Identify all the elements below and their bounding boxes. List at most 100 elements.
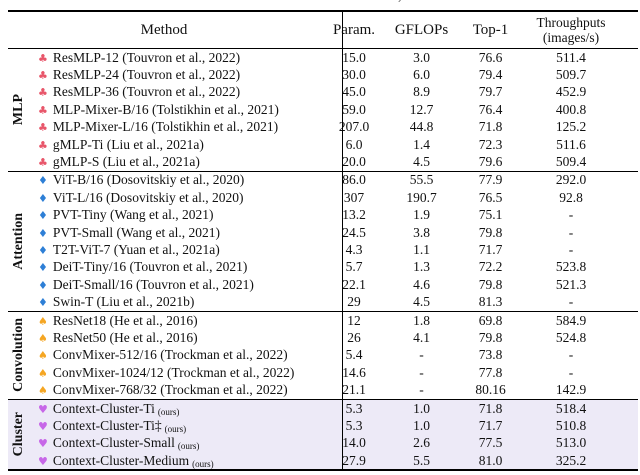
- cell-top1: 72.2: [478, 259, 503, 275]
- table-row: ♦ T2T-ViT-7 (Yuan et al., 2021a) 4.3 1.1 71.…: [30, 241, 616, 258]
- table-row: ♦ Swin-T (Liu et al., 2021b) 29 4.5 81.3 -: [30, 293, 616, 310]
- cell-gflops: 4.5: [413, 154, 430, 170]
- cell-param: 29: [347, 294, 361, 310]
- method-cell: ♠ ConvMixer-768/32 (Trockman et al., 2022…: [30, 382, 320, 398]
- cell-param: 26: [347, 329, 361, 345]
- table-row: ♣ ResMLP-36 (Touvron et al., 2022) 45.0 8.9…: [30, 84, 616, 101]
- method-cell: ♣ ResMLP-12 (Touvron et al., 2022): [30, 50, 320, 66]
- cell-throughput: -: [568, 347, 574, 363]
- heart-icon: ♥: [38, 437, 48, 451]
- cell-gflops: 8.9: [413, 84, 430, 100]
- method-name: Context-Cluster-Ti: [52, 400, 155, 416]
- method-name: ResMLP-36 (Touvron et al., 2022): [52, 84, 241, 100]
- method-cell: ♣ gMLP-Ti (Liu et al., 2021a): [30, 137, 320, 153]
- method-name: gMLP-Ti (Liu et al., 2021a): [52, 136, 204, 152]
- cell-gflops: 3.0: [413, 49, 430, 65]
- method-name: ConvMixer-512/16 (Trockman et al., 2022): [52, 347, 288, 363]
- cell-throughput: -: [568, 241, 574, 257]
- method-cell: ♣ MLP-Mixer-L/16 (Tolstikhin et al., 2021…: [30, 119, 320, 135]
- diamond-icon: ♦: [38, 174, 48, 188]
- cell-param: 307: [343, 189, 365, 205]
- group-label-text: Convolution: [11, 318, 26, 393]
- col-header-throughput-line1: Throughputs: [536, 14, 606, 30]
- cell-throughput: 142.9: [555, 382, 587, 398]
- group-label-convolution: Convolution: [8, 312, 30, 399]
- method-cell: ♣ gMLP-S (Liu et al., 2021a): [30, 154, 320, 170]
- method-name: PVT-Small (Wang et al., 2021): [52, 224, 221, 240]
- cell-gflops: 12.7: [409, 101, 434, 117]
- cell-throughput: 509.4: [555, 154, 587, 170]
- cell-throughput: 292.0: [555, 172, 587, 188]
- method-cell: ♦ ViT-L/16 (Dosovitskiy et al., 2020): [30, 190, 320, 206]
- cell-top1: 80.16: [475, 382, 506, 398]
- spade-icon: ♠: [38, 331, 48, 345]
- method-name: Context-Cluster-Ti‡: [52, 417, 162, 433]
- cell-param: 27.9: [342, 452, 366, 468]
- method-cell: ♥ Context-Cluster-Medium (ours): [30, 453, 320, 469]
- cell-throughput: 452.9: [555, 84, 587, 100]
- cell-top1: 73.8: [478, 347, 503, 363]
- cell-top1: 71.8: [478, 400, 503, 416]
- cell-param: 5.3: [345, 417, 363, 433]
- cell-param: 12: [347, 312, 361, 328]
- cell-top1: 79.6: [478, 154, 503, 170]
- spade-icon: ♠: [38, 349, 48, 363]
- method-cell: ♣ MLP-Mixer-B/16 (Tolstikhin et al., 2021…: [30, 102, 320, 118]
- table-row: ♦ PVT-Small (Wang et al., 2021) 24.5 3.8 79.…: [30, 224, 616, 241]
- method-cell: ♠ ConvMixer-512/16 (Trockman et al., 2022…: [30, 347, 320, 363]
- cell-gflops: 5.5: [413, 452, 430, 468]
- heart-icon: ♥: [38, 454, 48, 468]
- method-cell: ♦ ViT-B/16 (Dosovitskiy et al., 2020): [30, 172, 320, 188]
- cell-gflops: 1.8: [413, 312, 430, 328]
- group-label-text: MLP: [11, 94, 26, 126]
- table-row: ♣ ResMLP-24 (Touvron et al., 2022) 30.0 6.0…: [30, 66, 616, 83]
- cell-top1: 76.6: [478, 49, 503, 65]
- cell-param: 24.5: [342, 224, 366, 240]
- club-icon: ♣: [38, 138, 48, 152]
- club-icon: ♣: [38, 86, 48, 100]
- spade-icon: ♠: [38, 366, 48, 380]
- method-name: Context-Cluster-Small: [52, 435, 175, 451]
- method-name: T2T-ViT-7 (Yuan et al., 2021a): [52, 241, 220, 257]
- cell-top1: 76.4: [478, 101, 503, 117]
- diamond-icon: ♦: [38, 261, 48, 275]
- cell-top1: 71.7: [478, 417, 503, 433]
- table-row: ♣ gMLP-S (Liu et al., 2021a) 20.0 4.5 79.6 50…: [30, 153, 616, 170]
- ours-subscript: (ours): [157, 406, 180, 417]
- method-cell: ♠ ResNet18 (He et al., 2016): [30, 313, 320, 329]
- table-row: ♣ gMLP-Ti (Liu et al., 2021a) 6.0 1.4 72.3 51…: [30, 136, 616, 153]
- caption-fragment-text: , p: [398, 0, 508, 5]
- method-cell: ♠ ConvMixer-1024/12 (Trockman et al., 202…: [30, 365, 320, 381]
- table-row: ♥ Context-Cluster-Medium (ours) 27.9 5.5 81.0…: [30, 452, 616, 469]
- table-row: ♠ ConvMixer-768/32 (Trockman et al., 2022…: [30, 381, 616, 398]
- cell-gflops: -: [419, 347, 424, 363]
- cell-throughput: -: [568, 224, 574, 240]
- cell-top1: 79.7: [478, 84, 503, 100]
- diamond-icon: ♦: [38, 296, 48, 310]
- cell-gflops: 2.6: [413, 435, 430, 451]
- cell-gflops: 3.8: [413, 224, 430, 240]
- group-label-mlp: MLP: [8, 49, 30, 171]
- group-cluster: Cluster ♥ Context-Cluster-Ti (ours) 5.3 1.0 71…: [8, 398, 638, 470]
- column-divider: [342, 10, 343, 471]
- cell-throughput: 513.0: [555, 435, 587, 451]
- spade-icon: ♠: [38, 314, 48, 328]
- cell-gflops: 4.1: [413, 329, 430, 345]
- cell-throughput: 125.2: [555, 119, 587, 135]
- cell-top1: 79.8: [478, 329, 503, 345]
- table-row: ♣ MLP-Mixer-B/16 (Tolstikhin et al., 2021…: [30, 101, 616, 118]
- club-icon: ♣: [38, 51, 48, 65]
- table-row: ♦ DeiT-Tiny/16 (Touvron et al., 2021) 5.7 1…: [30, 259, 616, 276]
- cell-top1: 69.8: [478, 312, 503, 328]
- group-label-text: Cluster: [11, 412, 26, 457]
- cell-param: 22.1: [342, 276, 366, 292]
- table-body: MLP ♣ ResMLP-12 (Touvron et al., 2022) 15.0…: [8, 49, 638, 470]
- group-rows: ♠ ResNet18 (He et al., 2016) 12 1.8 69.8 584.…: [30, 312, 616, 399]
- cell-throughput: 524.8: [555, 329, 587, 345]
- cell-gflops: 190.7: [406, 189, 437, 205]
- cell-gflops: -: [419, 382, 424, 398]
- cell-top1: 77.5: [478, 435, 503, 451]
- diamond-icon: ♦: [38, 278, 48, 292]
- col-header-throughput-line2: (images/s): [542, 30, 600, 45]
- method-cell: ♥ Context-Cluster-Small (ours): [30, 435, 320, 451]
